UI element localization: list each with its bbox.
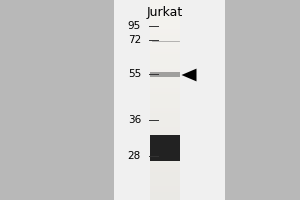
- Polygon shape: [182, 69, 196, 81]
- Bar: [114, 0, 225, 200]
- Text: Jurkat: Jurkat: [147, 6, 183, 19]
- Bar: [150, 135, 180, 161]
- Bar: [150, 72, 180, 77]
- Text: 28: 28: [128, 151, 141, 161]
- Text: 55: 55: [128, 69, 141, 79]
- Text: 95: 95: [128, 21, 141, 31]
- Text: 36: 36: [128, 115, 141, 125]
- Text: 72: 72: [128, 35, 141, 45]
